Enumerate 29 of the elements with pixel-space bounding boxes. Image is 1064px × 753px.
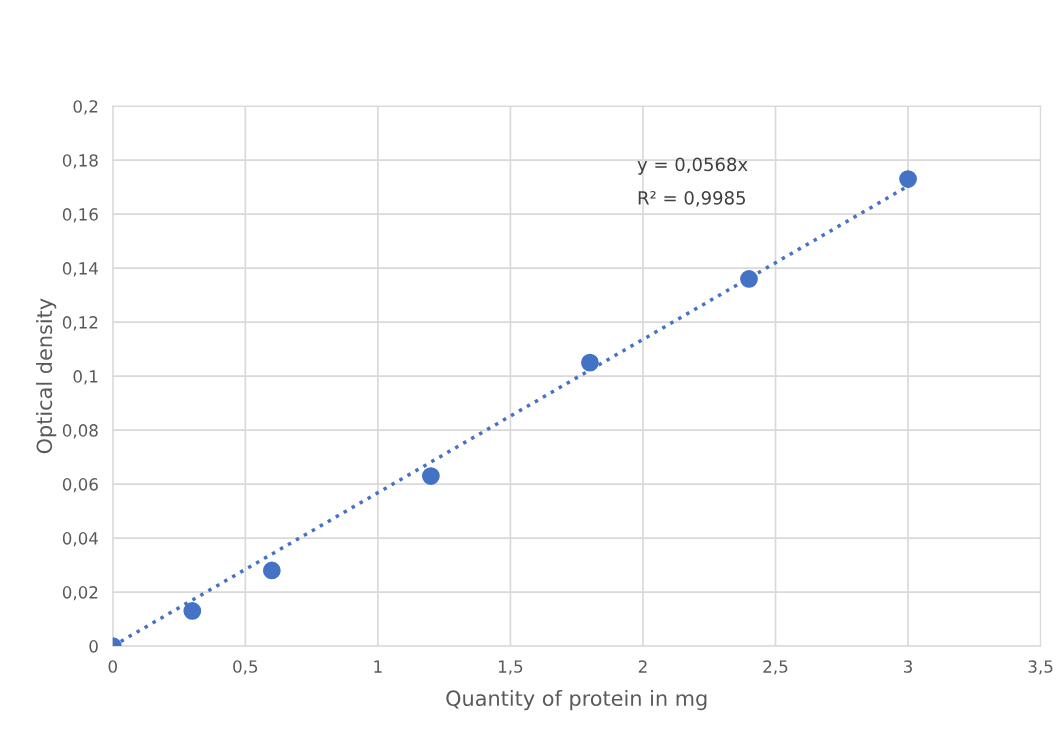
x-tick-label: 2,5 (763, 660, 788, 675)
x-tick-label: 1 (374, 660, 382, 673)
x-tick-label: 0 (108, 660, 117, 673)
annotation: y = 0,0568x (637, 157, 748, 175)
y-tick-label: 0,06 (62, 478, 98, 493)
point (581, 353, 599, 372)
y-tick-label: 0,14 (62, 262, 98, 277)
y-tick-label: 0,12 (62, 316, 98, 331)
y-tick-label: 0,16 (62, 208, 98, 223)
y-tick-label: 0,02 (62, 586, 98, 601)
x-axis-title: Quantity of protein in mg (446, 689, 707, 711)
annotation: R² = 0,9985 (638, 191, 745, 207)
x-tick-label: 3 (904, 660, 913, 673)
point (183, 602, 202, 620)
y-axis-title: Optical density (36, 298, 57, 454)
y-tick-label: 0,18 (62, 154, 98, 169)
point (899, 170, 917, 188)
x-tick-label: 0,5 (233, 660, 258, 675)
x-tick-label: 2 (638, 660, 647, 673)
point (262, 561, 281, 580)
point (422, 467, 440, 485)
y-tick-label: 0,2 (73, 100, 98, 115)
x-tick-label: 3,5 (1028, 660, 1053, 675)
y-tick-label: 0,1 (73, 370, 98, 385)
x-tick-label: 1,5 (498, 660, 523, 675)
y-tick-label: 0 (89, 640, 98, 653)
point (740, 270, 758, 288)
y-tick-label: 0,08 (62, 424, 98, 439)
y-tick-label: 0,04 (62, 532, 98, 547)
